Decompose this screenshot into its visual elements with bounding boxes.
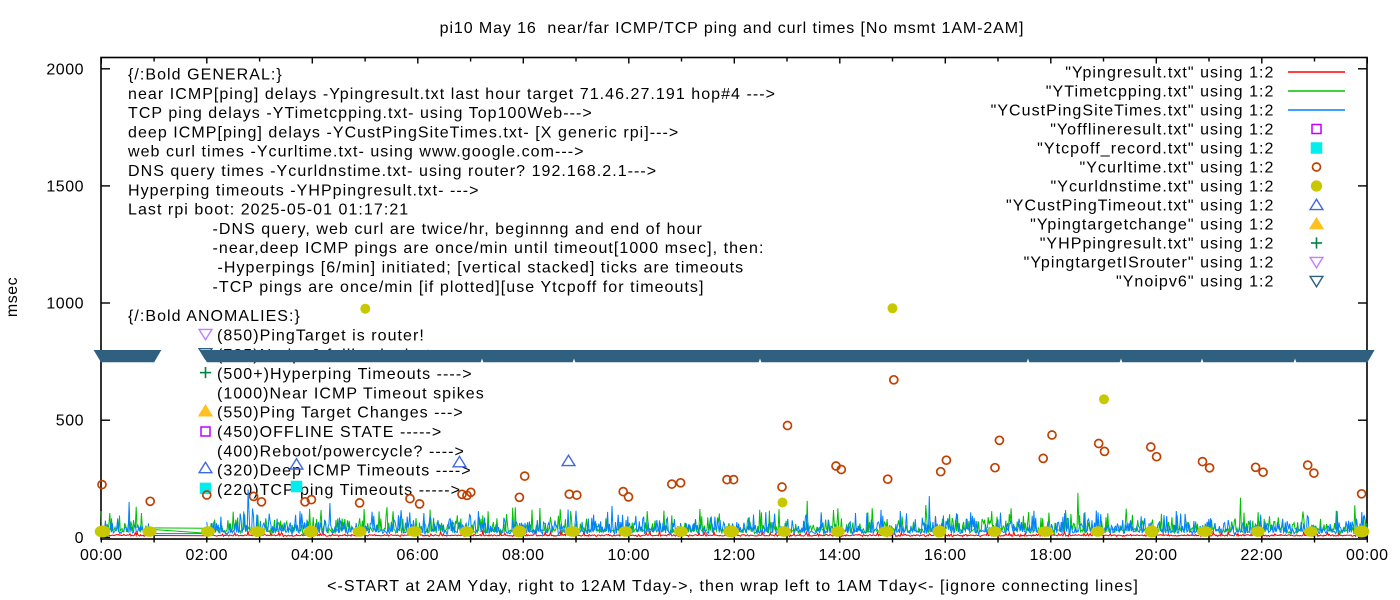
svg-text:Last rpi boot: 2025-05-01 01:1: Last rpi boot: 2025-05-01 01:17:21 <box>128 202 409 219</box>
svg-text:deep ICMP[ping] delays -YCustP: deep ICMP[ping] delays -YCustPingSiteTim… <box>128 124 679 141</box>
svg-text:04:00: 04:00 <box>291 547 334 564</box>
svg-text:16:00: 16:00 <box>924 547 967 564</box>
svg-text:(850)PingTarget is router!: (850)PingTarget is router! <box>217 328 425 345</box>
svg-text:{/:Bold ANOMALIES:}: {/:Bold ANOMALIES:} <box>128 308 301 325</box>
svg-text:near ICMP[ping] delays -Ypingr: near ICMP[ping] delays -Ypingresult.txt … <box>128 86 776 103</box>
svg-text:msec: msec <box>4 277 21 317</box>
svg-text:"Ypingtargetchange" using 1:2: "Ypingtargetchange" using 1:2 <box>1030 217 1274 234</box>
svg-text:12:00: 12:00 <box>713 547 756 564</box>
svg-text:"Ycurldnstime.txt" using 1:2: "Ycurldnstime.txt" using 1:2 <box>1051 179 1275 196</box>
svg-text:"Yofflineresult.txt" using 1:2: "Yofflineresult.txt" using 1:2 <box>1050 122 1274 139</box>
svg-text:"Ynoipv6" using 1:2: "Ynoipv6" using 1:2 <box>1116 274 1275 291</box>
svg-text:"Ypingresult.txt" using 1:2: "Ypingresult.txt" using 1:2 <box>1065 65 1274 82</box>
svg-text:"YCustPingSiteTimes.txt" using: "YCustPingSiteTimes.txt" using 1:2 <box>991 103 1275 120</box>
svg-text:"YpingtargetISrouter" using 1:: "YpingtargetISrouter" using 1:2 <box>1024 255 1275 272</box>
svg-text:"Ytcpoff_record.txt" using 1:2: "Ytcpoff_record.txt" using 1:2 <box>1037 141 1274 158</box>
svg-text:-DNS query, web curl are twice: -DNS query, web curl are twice/hr, begin… <box>213 221 703 238</box>
svg-text:web curl times -Ycurltime.txt-: web curl times -Ycurltime.txt- using www… <box>127 144 585 161</box>
svg-text:00:00: 00:00 <box>80 547 123 564</box>
svg-text:00:00: 00:00 <box>1346 547 1389 564</box>
svg-text:1000: 1000 <box>46 296 84 313</box>
svg-text:Hyperping timeouts -YHPpingres: Hyperping timeouts -YHPpingresult.txt- -… <box>128 182 479 199</box>
svg-text:06:00: 06:00 <box>397 547 440 564</box>
svg-text:(400)Reboot/powercycle? ---->: (400)Reboot/powercycle? ----> <box>217 443 465 460</box>
svg-text:0: 0 <box>75 530 84 547</box>
svg-text:"YHPpingresult.txt" using 1:2: "YHPpingresult.txt" using 1:2 <box>1040 236 1275 253</box>
svg-text:20:00: 20:00 <box>1135 547 1178 564</box>
svg-text:TCP ping delays -YTimetcpping.: TCP ping delays -YTimetcpping.txt- using… <box>128 105 593 122</box>
svg-text:08:00: 08:00 <box>502 547 545 564</box>
svg-text:(500+)Hyperping Timeouts ---->: (500+)Hyperping Timeouts ----> <box>217 366 473 383</box>
svg-text:14:00: 14:00 <box>819 547 862 564</box>
svg-text:1500: 1500 <box>46 178 84 195</box>
svg-text:02:00: 02:00 <box>186 547 229 564</box>
svg-text:(320)Deep ICMP Timeouts ---->: (320)Deep ICMP Timeouts ----> <box>217 463 472 480</box>
svg-text:DNS query times -Ycurldnstime.: DNS query times -Ycurldnstime.txt- using… <box>128 163 657 180</box>
svg-text:10:00: 10:00 <box>608 547 651 564</box>
svg-text:"Ycurltime.txt" using 1:2: "Ycurltime.txt" using 1:2 <box>1079 160 1274 177</box>
svg-text:-near,deep ICMP pings are once: -near,deep ICMP pings are once/min until… <box>213 240 765 257</box>
svg-text:(1000)Near ICMP Timeout spikes: (1000)Near ICMP Timeout spikes <box>217 385 485 402</box>
svg-text:pi10 May 16 near/far ICMP/TCP: pi10 May 16 near/far ICMP/TCP ping and c… <box>440 20 1025 37</box>
svg-text:22:00: 22:00 <box>1241 547 1284 564</box>
svg-text:"YCustPingTimeout.txt" using 1: "YCustPingTimeout.txt" using 1:2 <box>1006 198 1274 215</box>
svg-text:<-START at 2AM Yday, right to: <-START at 2AM Yday, right to 12AM Tday-… <box>327 578 1139 595</box>
svg-text:-TCP pings are once/min [if pl: -TCP pings are once/min [if plotted][use… <box>213 279 705 296</box>
svg-text:18:00: 18:00 <box>1030 547 1073 564</box>
svg-text:2000: 2000 <box>46 61 84 78</box>
svg-text:"YTimetcpping.txt" using 1:2: "YTimetcpping.txt" using 1:2 <box>1046 84 1275 101</box>
svg-text:{/:Bold GENERAL:}: {/:Bold GENERAL:} <box>128 67 283 84</box>
svg-text:500: 500 <box>56 413 84 430</box>
svg-text:(220)TCP ping Timeouts ----->: (220)TCP ping Timeouts -----> <box>217 482 461 499</box>
svg-text:(550)Ping Target Changes --->: (550)Ping Target Changes ---> <box>217 405 464 422</box>
svg-text:(450)OFFLINE STATE ----->: (450)OFFLINE STATE -----> <box>217 424 442 441</box>
svg-text:-Hyperpings [6/min] initiated;: -Hyperpings [6/min] initiated; [vertical… <box>218 260 745 277</box>
